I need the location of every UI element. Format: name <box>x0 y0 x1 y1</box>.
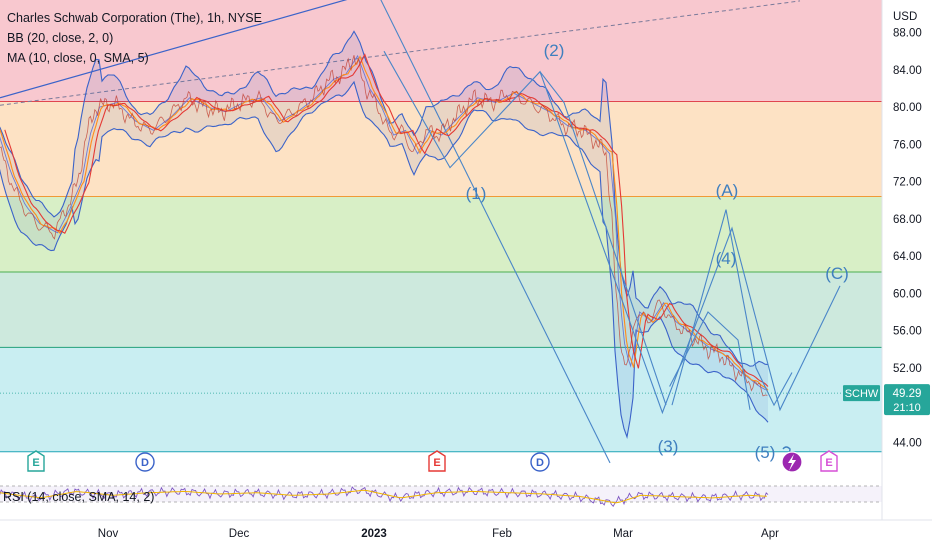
price-tick-label: 80.00 <box>893 102 922 114</box>
event-marker-label: D <box>536 457 544 469</box>
lightning-icon <box>781 451 803 473</box>
wave-path-branch <box>539 71 667 406</box>
wave-label: (1) <box>466 184 487 203</box>
rsi-band <box>0 486 882 502</box>
price-tick-label: 72.00 <box>893 177 922 189</box>
legend-bb: BB (20, close, 2, 0) <box>7 31 114 45</box>
legend-title: Charles Schwab Corporation (The), 1h, NY… <box>7 11 262 25</box>
rsi-line <box>0 486 769 507</box>
rsi-ma-line <box>0 489 767 504</box>
fib-levels <box>0 101 882 453</box>
trendline-solid <box>0 0 348 99</box>
event-marker-shape <box>27 450 45 472</box>
event-marker-label: D <box>141 457 149 469</box>
event-marker-label: E <box>32 457 39 469</box>
wave-projections <box>383 50 841 415</box>
event-marker: E <box>27 450 45 472</box>
countdown-text: 21:10 <box>893 402 921 414</box>
event-marker-shape <box>135 452 155 472</box>
event-marker-label: E <box>433 457 440 469</box>
price-axis-bg <box>882 0 932 550</box>
fib-zone <box>0 0 882 102</box>
currency-label: USD <box>893 11 917 23</box>
time-tick-label: Mar <box>613 528 633 540</box>
event-marker: D <box>135 452 155 472</box>
chart-legend: Charles Schwab Corporation (The), 1h, NY… <box>7 8 262 68</box>
rsi-bg <box>0 478 882 510</box>
fib-zone <box>0 271 882 348</box>
event-marker: D <box>530 452 550 472</box>
fib-zone <box>0 101 882 197</box>
time-tick-label: Feb <box>492 528 512 540</box>
price-tick-label: 52.00 <box>893 363 922 375</box>
event-marker-shape <box>428 450 446 472</box>
time-tick-label: Nov <box>98 528 119 540</box>
wave-label: (5) <box>755 443 776 462</box>
price-tick-label: 56.00 <box>893 326 922 338</box>
price-line <box>0 55 768 397</box>
price-tick-label: 64.00 <box>893 251 922 263</box>
wave-path-abc <box>671 209 793 407</box>
fib-zone <box>0 347 882 452</box>
symbol-text: SCHW <box>845 388 879 400</box>
trendlines <box>0 0 801 464</box>
event-marker: E <box>428 450 446 472</box>
time-axis: Nov Dec 2023 Feb Mar Apr <box>0 519 932 540</box>
price-tick-label: 60.00 <box>893 288 922 300</box>
rsi-legend: RSI (14, close, SMA, 14, 2) <box>3 490 154 504</box>
price-tick-label: 76.00 <box>893 139 922 151</box>
time-tick-label: Apr <box>761 528 779 540</box>
lightning-icon-bolt <box>788 454 796 471</box>
wave-path-main <box>383 50 841 415</box>
price-tick-label: 84.00 <box>893 65 922 77</box>
price-badge <box>884 384 930 416</box>
fib-zone <box>0 196 882 272</box>
event-marker-label: E <box>825 457 832 469</box>
ma-fast-line <box>0 55 769 391</box>
time-tick-label: 2023 <box>361 528 387 540</box>
event-marker-shape <box>820 450 838 472</box>
rsi-pane: RSI (14, close, SMA, 14, 2) <box>0 478 882 510</box>
wave-label: (4) <box>716 249 737 268</box>
time-tick-label: Dec <box>229 528 250 540</box>
price-tick-label: 88.00 <box>893 28 922 40</box>
last-price-badge: SCHW 49.29 21:10 <box>0 384 930 416</box>
wave-path-inner <box>669 311 751 410</box>
wave-label: (2) <box>544 41 565 60</box>
wave-labels: (1) (2) (3) (A) (4) (5) (C) <box>466 41 849 464</box>
event-marker: E <box>820 450 838 472</box>
price-axis: USD 88.00 84.00 80.00 76.00 72.00 68.00 64.00 60… <box>881 0 932 550</box>
price-series <box>0 55 768 397</box>
price-tick-label: 44.00 <box>893 437 922 449</box>
trendline-diagonal <box>380 0 611 464</box>
event-marker-shape <box>530 452 550 472</box>
bb-basis <box>0 54 766 391</box>
last-price-text: 49.29 <box>893 388 922 400</box>
trendline-dashed <box>0 0 801 106</box>
price-tick-label: 68.00 <box>893 214 922 226</box>
bb-fill <box>0 31 768 437</box>
symbol-badge <box>843 385 880 402</box>
legend-ma: MA (10, close, 0, SMA, 5) <box>7 51 149 65</box>
fib-zones <box>0 0 882 452</box>
wave-label: (A) <box>716 181 739 200</box>
wave-label: (3) <box>658 437 679 456</box>
bb-upper-band <box>0 30 769 367</box>
wave-label: (C) <box>825 264 849 283</box>
